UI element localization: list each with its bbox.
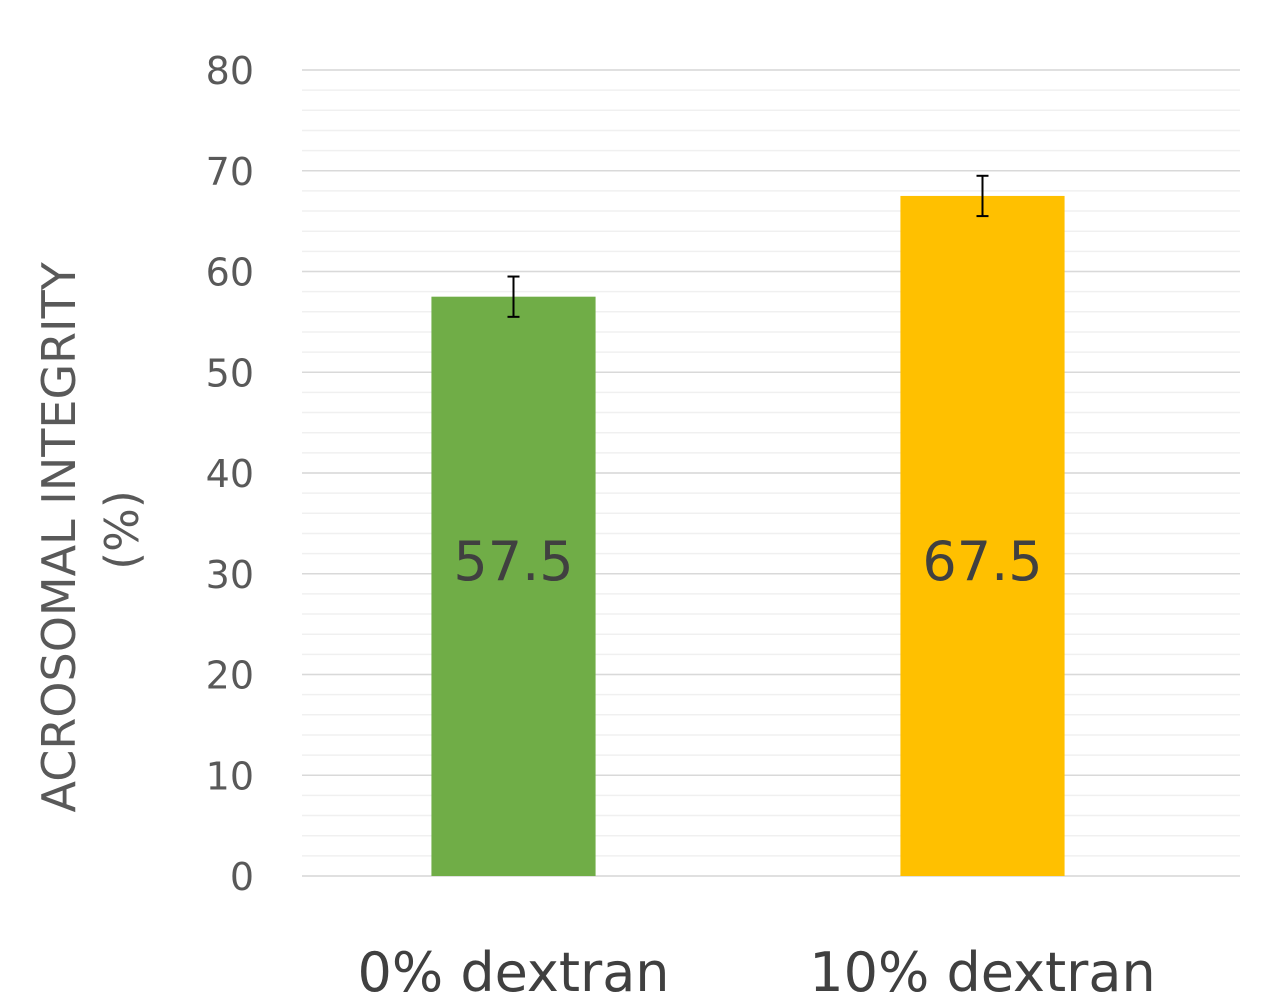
y-tick-label: 0 (230, 855, 254, 899)
bars (431, 195, 1065, 876)
y-tick-label: 70 (206, 150, 254, 194)
y-tick-label: 10 (206, 754, 254, 798)
bar (900, 195, 1065, 876)
y-axis-title: ACROSOMAL INTEGRITY (%) (32, 248, 149, 813)
x-category-label: 0% dextran (357, 941, 669, 1001)
y-tick-label: 80 (206, 49, 254, 93)
data-label: 67.5 (922, 530, 1042, 593)
bar (431, 296, 596, 876)
data-labels: 57.5 67.5 (453, 530, 1042, 593)
y-tick-label: 50 (206, 351, 254, 395)
x-axis-category-labels: 0% dextran 10% dextran (357, 941, 1155, 1001)
error-bars (507, 174, 989, 318)
y-tick-label: 20 (206, 654, 254, 698)
y-tick-label: 60 (206, 251, 254, 295)
y-axis-title-line-1: ACROSOMAL INTEGRITY (32, 261, 86, 812)
data-label: 57.5 (453, 530, 573, 593)
y-tick-label: 40 (206, 452, 254, 496)
y-axis-tick-labels: 0 10 20 30 40 50 60 70 80 (206, 49, 254, 899)
y-axis-title-line-2: (%) (95, 490, 149, 570)
y-tick-label: 30 (206, 553, 254, 597)
x-category-label: 10% dextran (809, 941, 1155, 1001)
